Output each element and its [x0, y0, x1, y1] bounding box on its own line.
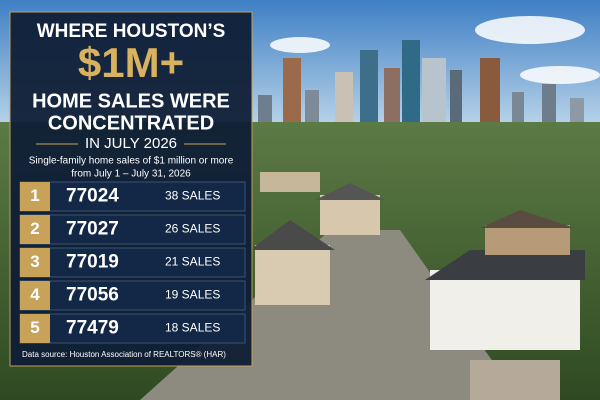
rank-badge	[20, 314, 50, 343]
subtitle: Single-family home sales of $1 million o…	[29, 156, 234, 167]
row-background	[19, 214, 246, 245]
ranking-table: 1 77024 38 SALES 2 77027 26 SALES 3 77019 21 SAL…	[19, 181, 246, 344]
rank: 5	[30, 318, 39, 337]
rank: 3	[30, 252, 39, 271]
title-highlight: $1M+	[78, 39, 184, 86]
rank-badge	[20, 182, 50, 211]
subtitle: from July 1 – July 31, 2026	[71, 169, 191, 180]
zip-code: 77024	[66, 186, 119, 207]
title-date: IN JULY 2026	[85, 135, 177, 152]
title-line: WHERE HOUSTON’S	[37, 21, 226, 42]
sales-count: 19 SALES	[165, 288, 220, 302]
rank-badge	[20, 215, 50, 244]
sales-count: 26 SALES	[165, 222, 220, 236]
sales-count: 18 SALES	[165, 321, 220, 335]
title-line: CONCENTRATED	[48, 112, 214, 134]
zip-code: 77479	[66, 318, 119, 339]
rank-badge	[20, 281, 50, 310]
rank: 1	[30, 186, 39, 205]
row-background	[19, 181, 246, 212]
skyline	[258, 40, 584, 125]
row-background	[19, 280, 246, 311]
zip-code: 77027	[66, 219, 119, 240]
title-line: HOME SALES WERE	[32, 90, 230, 112]
clouds	[270, 16, 600, 84]
zip-code: 77056	[66, 285, 119, 306]
row-background	[19, 313, 246, 344]
source-note: Data source: Houston Association of REAL…	[22, 350, 226, 359]
row-background	[19, 247, 246, 278]
sales-count: 38 SALES	[165, 189, 220, 203]
rank: 2	[30, 219, 39, 238]
rank: 4	[30, 285, 40, 304]
rank-badge	[20, 248, 50, 277]
zip-code: 77019	[66, 252, 119, 273]
sales-count: 21 SALES	[165, 255, 220, 269]
